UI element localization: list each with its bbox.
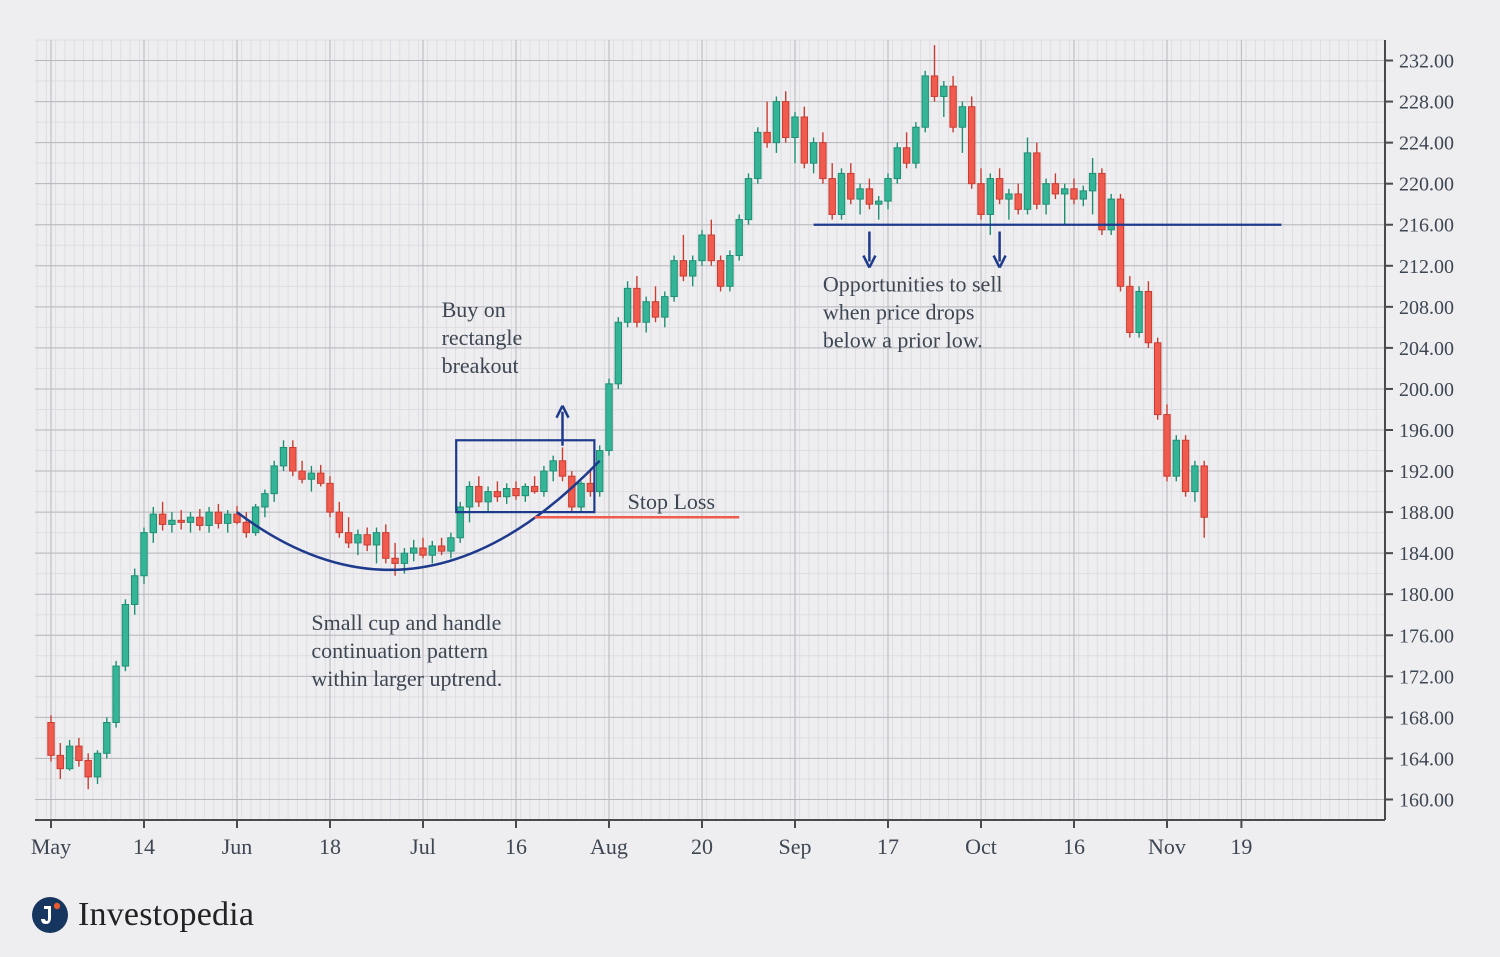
svg-text:19: 19 [1230, 834, 1252, 859]
sell-label-line: when price drops [823, 299, 975, 324]
svg-text:192.00: 192.00 [1399, 461, 1454, 483]
svg-text:176.00: 176.00 [1399, 625, 1454, 647]
buy-label-line: rectangle [442, 325, 523, 350]
svg-text:172.00: 172.00 [1399, 666, 1454, 688]
svg-text:16: 16 [505, 834, 527, 859]
svg-text:196.00: 196.00 [1399, 420, 1454, 442]
svg-text:168.00: 168.00 [1399, 707, 1454, 729]
svg-text:216.00: 216.00 [1399, 215, 1454, 237]
svg-text:18: 18 [319, 834, 341, 859]
svg-text:20: 20 [691, 834, 713, 859]
svg-text:160.00: 160.00 [1399, 789, 1454, 811]
svg-text:220.00: 220.00 [1399, 174, 1454, 196]
investopedia-logo: Investopedia [30, 895, 254, 935]
svg-text:17: 17 [877, 834, 899, 859]
svg-text:228.00: 228.00 [1399, 92, 1454, 114]
svg-text:Jul: Jul [410, 834, 436, 859]
svg-text:180.00: 180.00 [1399, 584, 1454, 606]
svg-text:Sep: Sep [779, 834, 812, 859]
svg-text:184.00: 184.00 [1399, 543, 1454, 565]
buy-label-line: Buy on [442, 297, 506, 322]
logo-text: Investopedia [78, 896, 254, 934]
svg-text:May: May [31, 834, 71, 859]
svg-text:188.00: 188.00 [1399, 502, 1454, 524]
cup-label-line: within larger uptrend. [311, 666, 502, 691]
svg-text:212.00: 212.00 [1399, 256, 1454, 278]
svg-text:224.00: 224.00 [1399, 133, 1454, 155]
sell-label-line: below a prior low. [823, 327, 983, 352]
svg-text:200.00: 200.00 [1399, 379, 1454, 401]
chart-page: 160.00 164.00 168.00 172.00 176.00 180.00 184.… [0, 0, 1500, 957]
sell-label-line: Opportunities to sell [823, 271, 1003, 296]
svg-text:14: 14 [133, 834, 155, 859]
svg-text:Jun: Jun [222, 834, 253, 859]
logo-icon [30, 895, 70, 935]
svg-text:Oct: Oct [965, 834, 997, 859]
cup-label-line: continuation pattern [311, 638, 488, 663]
buy-label-line: breakout [442, 353, 519, 378]
svg-text:16: 16 [1063, 834, 1085, 859]
svg-text:232.00: 232.00 [1399, 51, 1454, 73]
svg-text:Nov: Nov [1148, 834, 1186, 859]
svg-text:164.00: 164.00 [1399, 748, 1454, 770]
svg-text:208.00: 208.00 [1399, 297, 1454, 319]
svg-text:Aug: Aug [590, 834, 628, 859]
stop-loss-label: Stop Loss [628, 489, 715, 514]
cup-label-line: Small cup and handle [311, 610, 501, 635]
svg-text:204.00: 204.00 [1399, 338, 1454, 360]
candlestick-chart: 160.00 164.00 168.00 172.00 176.00 180.00 184.… [0, 0, 1500, 900]
